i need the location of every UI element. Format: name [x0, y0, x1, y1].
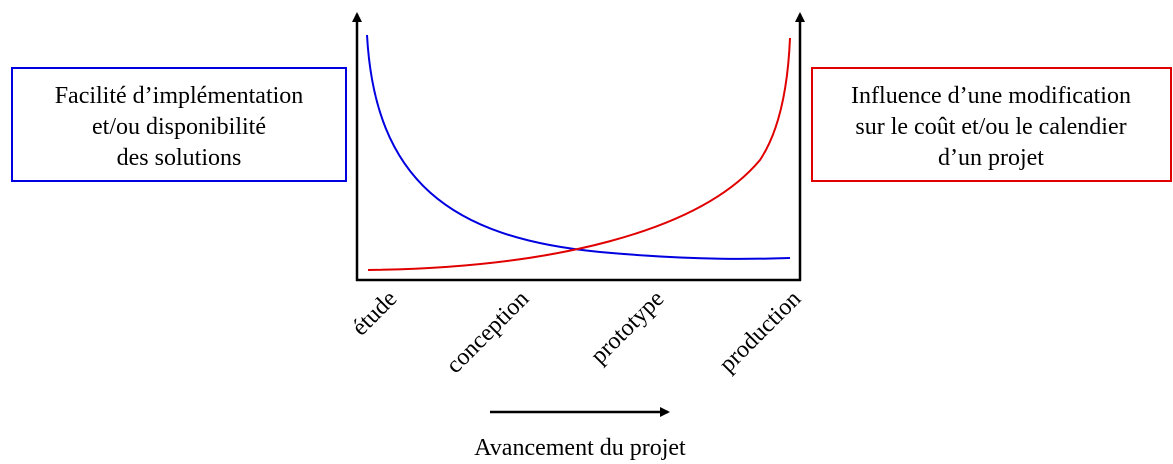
ease-curve: [366, 34, 791, 260]
stage-label: étude: [347, 286, 402, 341]
axis-label: Avancement du projet: [474, 435, 686, 461]
left-box: [11, 67, 347, 182]
right-box-line: d’un projet: [938, 145, 1044, 171]
left-box-line: des solutions: [117, 145, 242, 171]
cost-curve: [367, 37, 791, 271]
left-box-line: et/ou disponibilité: [92, 114, 266, 140]
stage-label: production: [714, 286, 806, 378]
stage-label: conception: [441, 286, 534, 379]
left-box-line: Facilité d’implémentation: [55, 83, 304, 109]
right-box-line: sur le coût et/ou le calendier: [855, 114, 1126, 140]
right-box-line: Influence d’une modification: [851, 83, 1131, 109]
stage-label: prototype: [586, 286, 669, 369]
right-box: [811, 67, 1172, 182]
